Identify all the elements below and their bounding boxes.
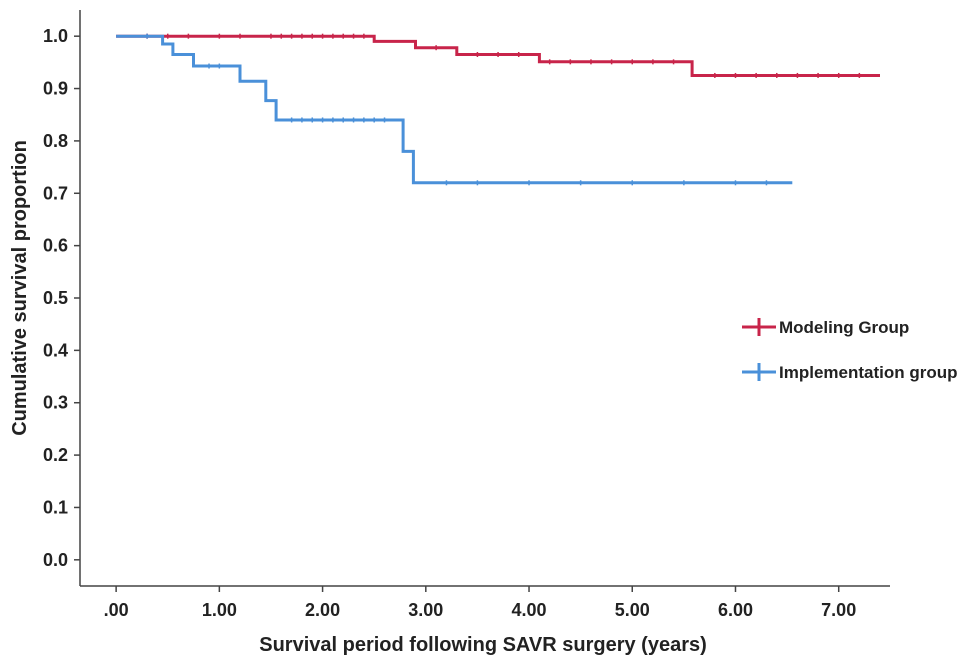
- x-tick-label: 3.00: [408, 600, 443, 620]
- legend-label-modeling: Modeling Group: [779, 318, 909, 337]
- y-tick-label: 0.3: [43, 393, 68, 413]
- y-tick-label: 0.7: [43, 183, 68, 203]
- survival-curves: [116, 33, 880, 186]
- y-tick-label: 0.8: [43, 131, 68, 151]
- legend-label-implementation: Implementation group: [779, 363, 958, 382]
- x-tick-label: 4.00: [512, 600, 547, 620]
- y-tick-label: 0.6: [43, 236, 68, 256]
- y-tick-label: 1.0: [43, 26, 68, 46]
- legend-item-implementation: Implementation group: [742, 363, 958, 382]
- x-tick-label: 6.00: [718, 600, 753, 620]
- y-axis-title: Cumulative survival proportion: [9, 140, 31, 436]
- x-axis-ticks: .00 1.00 2.00 3.00 4.00 5.00 6.00 7.00: [104, 586, 856, 620]
- legend: Modeling Group Implementation group: [742, 318, 958, 382]
- legend-item-modeling: Modeling Group: [742, 318, 909, 337]
- y-tick-label: 0.9: [43, 79, 68, 99]
- y-tick-label: 0.5: [43, 288, 68, 308]
- x-tick-label: 2.00: [305, 600, 340, 620]
- y-tick-label: 0.1: [43, 497, 68, 517]
- x-tick-label: 7.00: [821, 600, 856, 620]
- y-tick-label: 0.0: [43, 550, 68, 570]
- x-tick-label: .00: [104, 600, 129, 620]
- y-tick-label: 0.2: [43, 445, 68, 465]
- y-axis-ticks: 0.0 0.1 0.2 0.3 0.4 0.5 0.6 0.7 0.8 0.9 1.0: [43, 26, 80, 570]
- x-axis-title: Survival period following SAVR surgery (…: [259, 634, 707, 656]
- survival-curve-modeling: [116, 34, 880, 77]
- y-tick-label: 0.4: [43, 340, 68, 360]
- survival-curve-implementation: [116, 34, 793, 185]
- x-tick-label: 1.00: [202, 600, 237, 620]
- x-tick-label: 5.00: [615, 600, 650, 620]
